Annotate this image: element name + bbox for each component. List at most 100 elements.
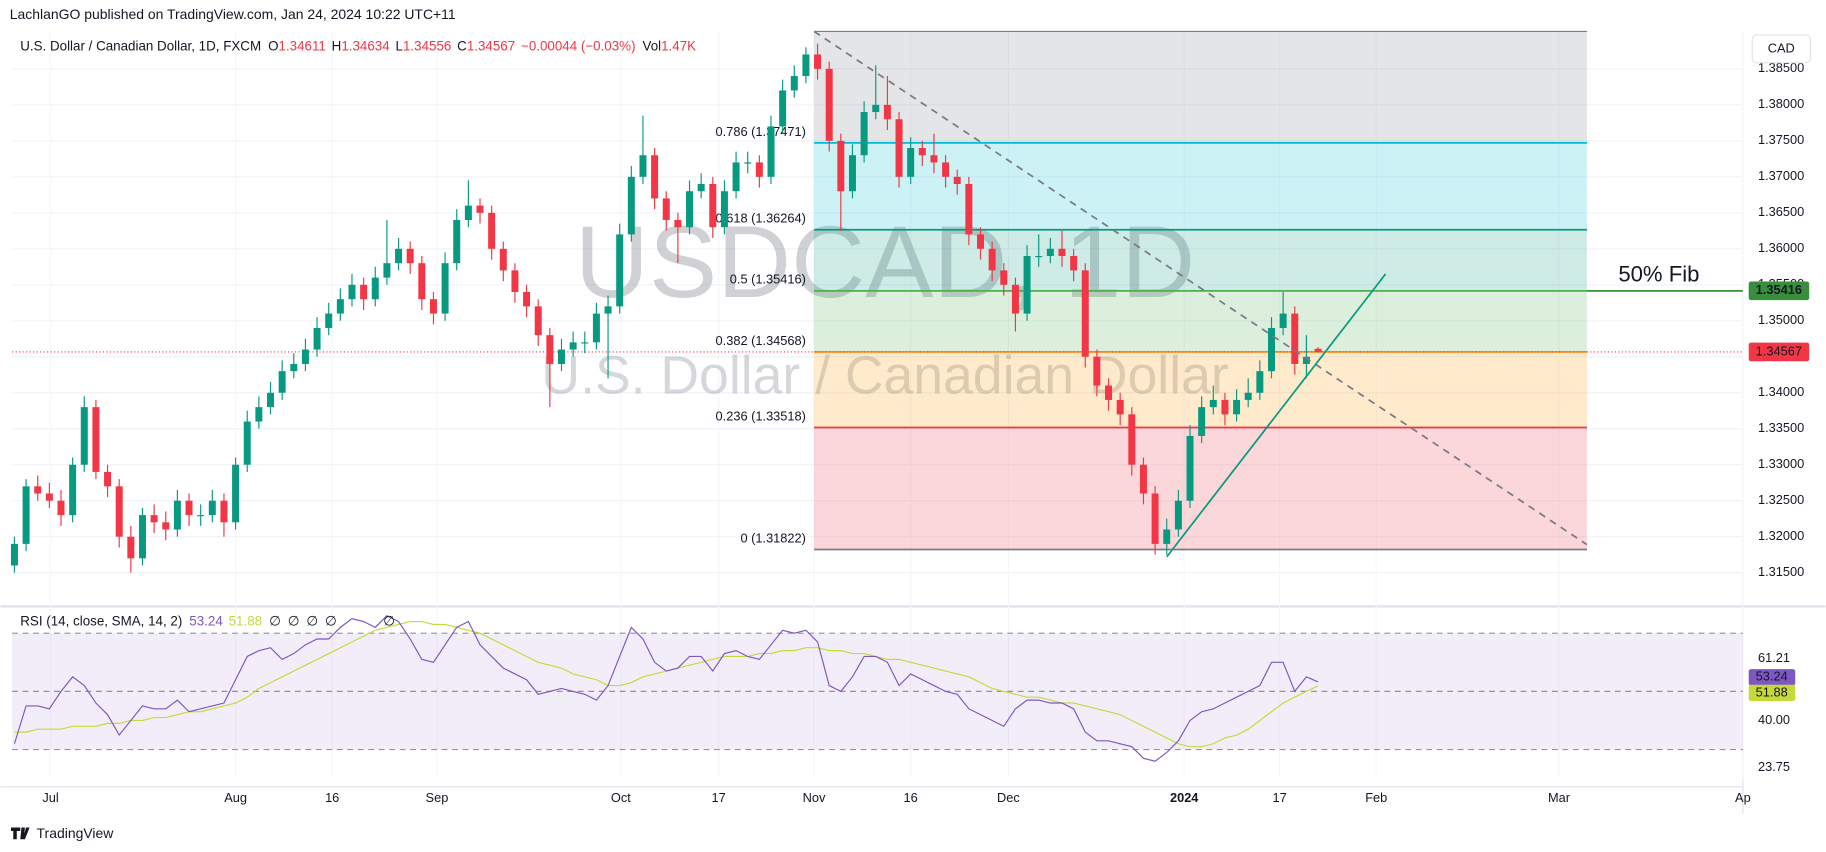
y-tick-label: 1.35000 [1758,312,1804,327]
placeholder: ∅ [288,613,300,628]
candle-body [453,220,461,264]
fib-zone [814,229,1587,291]
x-tick-label: Aug [224,790,247,805]
candle-body [767,126,775,177]
candle-body [406,248,414,264]
candle-body [1198,407,1206,436]
x-tick-label: Nov [803,790,826,805]
candle-body [197,515,205,517]
rsi-title: RSI (14, close, SMA, 14, 2) [20,613,182,628]
price-badge [1748,281,1810,301]
candle-body [138,515,146,559]
fib-label: 0.236 (1.33518) [716,408,806,423]
rsi-tick-label: 61.21 [1758,650,1790,665]
fib-label: 0.618 (1.36264) [716,211,806,226]
candle-body [173,500,181,530]
candle-body [546,335,554,364]
candle-body [1174,500,1182,530]
candle-body [57,500,65,516]
candle-body [930,155,938,163]
candle-body [488,212,496,249]
x-tick-label: 2024 [1170,790,1199,805]
last-price-badge [1748,342,1810,362]
close: 1.34567 [467,38,515,53]
label: L [396,38,403,53]
candle-body [220,500,228,523]
candle-body [720,191,728,228]
fib-zone [814,31,1587,143]
candle-body [709,184,717,228]
currency-button[interactable] [1751,34,1811,64]
fib-zone [814,142,1587,230]
candle-body [1244,392,1252,400]
candle-body [395,248,403,264]
candle-body [616,234,624,307]
candle-body [1093,356,1101,386]
candle-body [627,176,635,235]
candle-body [92,407,100,472]
candle-body [1186,435,1194,501]
candle-body [313,327,321,350]
rsi-tick-label: 23.75 [1758,759,1790,774]
y-tick-label: 1.37000 [1758,168,1804,183]
candle-body [115,486,123,537]
candle-body [814,54,822,69]
candle-body [1163,529,1171,544]
candle-body [232,464,240,523]
logo [10,827,30,840]
background-layer: USDCAD, 1DU.S. Dollar / Canadian Dollar [0,30,1826,815]
candle-body [953,176,961,185]
rsi-line [13,615,1319,762]
candle-body [255,407,263,422]
placeholder: ∅ [383,613,395,628]
y-tick-label: 1.36000 [1758,240,1804,255]
x-tick-label: 17 [712,790,726,805]
candle-body [1221,399,1229,415]
candle-body [848,155,856,192]
fib-label: 0 (1.31822) [740,530,805,545]
candle-body [1256,371,1264,393]
x-tick-label: Jul [42,790,58,805]
rsi-legend: RSI (14, close, SMA, 14, 2) 53.24 51.88 ∅ ∅ ∅… [20,613,395,628]
x-tick-label: Ap [1735,790,1751,805]
x-tick-label: 16 [904,790,918,805]
candle-body [802,54,810,77]
candle-body [534,306,542,336]
x-tick-label: Sep [426,790,449,805]
label: C [457,38,467,53]
symbol: U.S. Dollar / Canadian Dollar, 1D, FXCM [20,38,261,53]
candle-body [755,162,763,177]
candle-body [942,162,950,177]
placeholder: ∅ [306,613,318,628]
candle-body [464,205,472,221]
candle-body [523,291,531,307]
change: −0.00044 (−0.03%) [521,38,636,53]
candle-body [837,140,845,192]
candle-body [895,119,903,177]
candle-body [45,493,53,501]
rsi-badge [1748,669,1796,686]
candle-body [674,220,682,228]
fib-zone [814,290,1587,352]
currency[interactable]: CAD [1768,40,1795,55]
candle-body [371,277,379,300]
x-tick-label: Dec [997,790,1020,805]
candle-body [1105,385,1113,400]
candle-body [558,349,565,364]
candle-body [1070,255,1078,271]
y-tick-label: 1.38500 [1758,60,1804,75]
candle-body [429,299,437,314]
legend: U.S. Dollar / Canadian Dollar, 1D, FXCM O… [20,38,696,53]
candle-body [476,205,484,213]
high: 1.34634 [341,38,390,53]
label: Vol [643,38,662,53]
y-tick-label: 1.37500 [1758,132,1804,147]
candle-body [686,191,694,228]
y-tick-label: 1.36500 [1758,204,1804,219]
rsi-badge [1748,684,1796,702]
price-badge-label: 1.35416 [1756,282,1802,297]
rsi-badge-label: 53.24 [1756,669,1788,684]
fib-label: 0.5 (1.35416) [730,272,806,287]
candle-body [290,363,298,372]
